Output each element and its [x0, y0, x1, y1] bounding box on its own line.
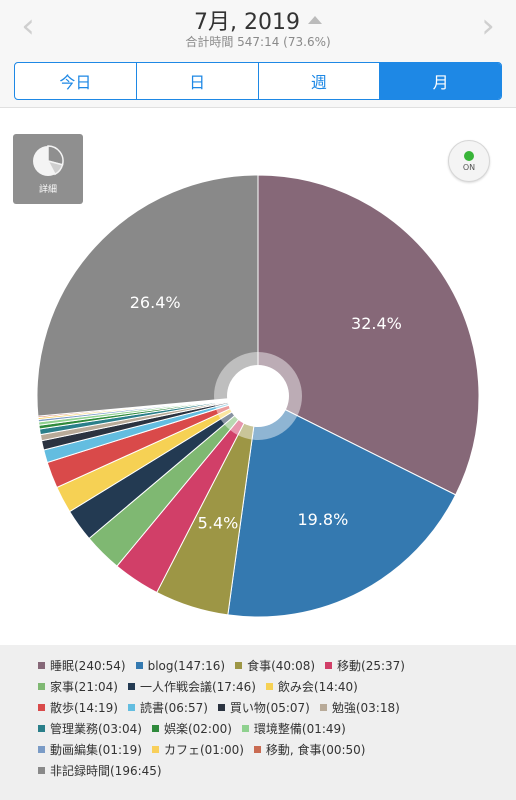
legend-label: 移動(25:37)	[337, 659, 405, 673]
legend-swatch	[38, 704, 45, 711]
legend-swatch	[38, 746, 45, 753]
legend-label: 家事(21:04)	[50, 680, 118, 694]
legend-row: 管理業務(03:04) 娯楽(02:00) 環境整備(01:49)	[38, 718, 516, 739]
legend-item: 買い物(05:07)	[217, 699, 310, 716]
tab-month[interactable]: 月	[380, 63, 501, 99]
legend-item: 一人作戦会議(17:46)	[127, 678, 256, 695]
legend-label: 動画編集(01:19)	[50, 743, 142, 757]
pie-chart-icon	[33, 144, 64, 176]
legend-swatch	[151, 746, 159, 753]
legend-swatch	[253, 746, 261, 753]
legend-label: 睡眠(240:54)	[50, 659, 126, 673]
tab-week[interactable]: 週	[259, 63, 381, 99]
legend-label: 食事(40:08)	[247, 659, 316, 673]
previous-month-icon[interactable]: ‹	[21, 6, 35, 46]
legend-label: 読書(06:57)	[139, 701, 208, 715]
legend-label: 環境整備(01:49)	[253, 722, 346, 736]
legend-item: 飲み会(14:40)	[265, 678, 358, 695]
legend-item: 動画編集(01:19)	[38, 741, 142, 758]
legend-item: カフェ(01:00)	[151, 741, 244, 758]
legend-item: 娯楽(02:00)	[151, 720, 232, 737]
legend-item: 家事(21:04)	[38, 678, 118, 695]
toggle-label: ON	[462, 162, 476, 172]
legend-swatch	[151, 725, 159, 732]
legend-swatch	[241, 725, 249, 732]
tab-today[interactable]: 今日	[15, 63, 137, 99]
legend-row: 動画編集(01:19) カフェ(01:00) 移動, 食事(00:50)	[38, 739, 516, 760]
tab-day[interactable]: 日	[137, 63, 259, 99]
pie-slice-0[interactable]	[257, 175, 479, 496]
legend-swatch	[265, 683, 273, 690]
pie-slice-17[interactable]	[37, 175, 259, 417]
legend-swatch	[135, 662, 143, 669]
legend-label: 飲み会(14:40)	[277, 680, 358, 694]
legend-swatch	[38, 725, 45, 732]
legend-row: 非記録時間(196:45)	[38, 760, 516, 781]
chart-card: 詳細 ON 32.4% 19.8% 5.4% 26.4%	[0, 118, 516, 640]
legend-swatch	[319, 704, 327, 711]
legend-swatch	[235, 662, 243, 669]
legend-item: 勉強(03:18)	[319, 699, 400, 716]
legend-item: 食事(40:08)	[235, 657, 315, 674]
legend-item: 非記録時間(196:45)	[38, 762, 162, 779]
legend-row: 散歩(14:19) 読書(06:57) 買い物(05:07) 勉強(03:18)	[38, 697, 516, 718]
header: ‹ 7月, 2019 合計時間 547:14 (73.6%) › 今日 日 週 …	[0, 0, 516, 108]
month-title: 7月, 2019	[194, 10, 300, 35]
legend-swatch	[38, 662, 45, 669]
legend-swatch	[127, 683, 135, 690]
legend-swatch	[38, 683, 45, 690]
legend-item: 移動, 食事(00:50)	[253, 741, 366, 758]
legend-item: 読書(06:57)	[127, 699, 208, 716]
legend-item: 散歩(14:19)	[38, 699, 118, 716]
legend: 睡眠(240:54) blog(147:16) 食事(40:08) 移動(25:37)…	[0, 645, 516, 800]
legend-swatch	[38, 767, 45, 774]
legend-swatch	[217, 704, 225, 711]
legend-label: 一人作戦会議(17:46)	[139, 680, 256, 694]
pie-slice-label-0: 32.4%	[351, 314, 402, 333]
legend-item: 睡眠(240:54)	[38, 657, 126, 674]
pie-slice-label-2: 5.4%	[198, 513, 239, 532]
legend-label: 勉強(03:18)	[331, 701, 400, 715]
legend-swatch	[127, 704, 135, 711]
pie-slice-label-17: 26.4%	[130, 293, 181, 312]
legend-label: blog(147:16)	[147, 658, 226, 673]
legend-label: 娯楽(02:00)	[163, 722, 232, 736]
legend-item: 環境整備(01:49)	[241, 720, 346, 737]
legend-label: 買い物(05:07)	[229, 701, 310, 715]
pie-center-hole	[227, 365, 289, 427]
legend-label: 移動, 食事(00:50)	[265, 743, 366, 757]
legend-label: 非記録時間(196:45)	[50, 764, 162, 778]
month-title-row[interactable]: 7月, 2019	[0, 4, 516, 36]
total-time-subtitle: 合計時間 547:14 (73.6%)	[185, 35, 331, 49]
legend-item: blog(147:16)	[135, 658, 226, 673]
pie-chart[interactable]: 32.4% 19.8% 5.4% 26.4%	[37, 175, 479, 617]
legend-row: 家事(21:04) 一人作戦会議(17:46) 飲み会(14:40)	[38, 676, 516, 697]
pie-slice-1[interactable]	[227, 395, 457, 617]
on-toggle-button[interactable]: ON	[448, 140, 490, 182]
pie-slice-label-1: 19.8%	[297, 510, 348, 529]
legend-label: 管理業務(03:04)	[50, 722, 142, 736]
legend-item: 移動(25:37)	[325, 657, 405, 674]
legend-row: 睡眠(240:54) blog(147:16) 食事(40:08) 移動(25:37)	[38, 655, 516, 676]
collapse-caret-icon[interactable]	[307, 16, 322, 24]
detail-button[interactable]: 詳細	[13, 134, 83, 204]
next-month-icon[interactable]: ›	[481, 6, 495, 46]
legend-label: 散歩(14:19)	[50, 701, 118, 715]
period-segmented-control: 今日 日 週 月	[14, 62, 502, 100]
status-dot-icon	[464, 150, 474, 161]
legend-swatch	[325, 662, 333, 669]
legend-item: 管理業務(03:04)	[38, 720, 142, 737]
detail-button-label: 詳細	[38, 184, 57, 195]
legend-label: カフェ(01:00)	[163, 743, 244, 757]
